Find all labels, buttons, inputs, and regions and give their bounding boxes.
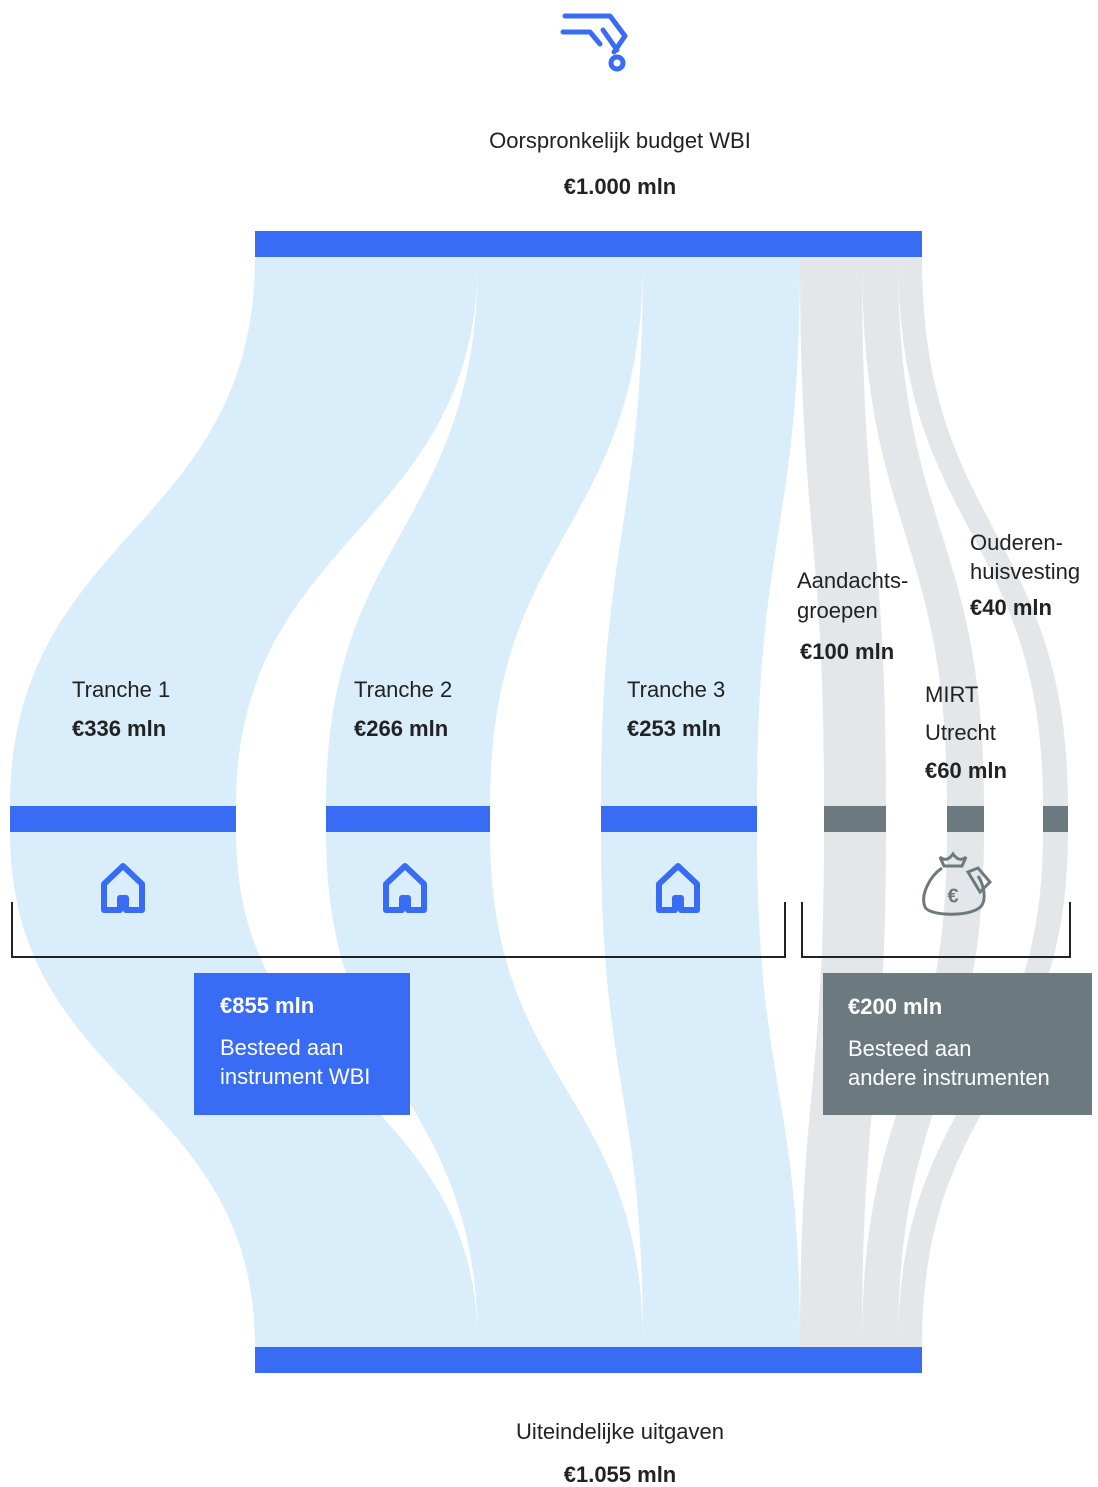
node-bar	[824, 806, 886, 832]
node-bar	[1043, 806, 1068, 832]
footer-amount: €1.055 mln	[564, 1462, 677, 1487]
euro-sign: €	[947, 885, 958, 907]
bracket	[801, 902, 1071, 958]
flow	[601, 257, 800, 806]
node-bar	[601, 806, 757, 832]
node-amount: €253 mln	[627, 716, 721, 741]
box-text: instrument WBI	[220, 1064, 370, 1089]
node-amount: €60 mln	[925, 758, 1007, 783]
box-text: Besteed aan	[848, 1036, 972, 1061]
node-amount: €40 mln	[970, 595, 1052, 620]
house-icons	[101, 863, 700, 913]
flows	[10, 257, 1068, 1347]
node-label: groepen	[797, 598, 878, 623]
flow	[326, 257, 643, 806]
box-text: andere instrumenten	[848, 1065, 1050, 1090]
node-bar	[947, 806, 984, 832]
node-amount: €266 mln	[354, 716, 448, 741]
node-label: Tranche 3	[627, 677, 725, 702]
flow	[601, 832, 800, 1347]
summary-box	[194, 973, 410, 1115]
node-amount: €336 mln	[72, 716, 166, 741]
bottom-bar	[255, 1347, 922, 1373]
node-amount: €100 mln	[800, 639, 894, 664]
node-label: Tranche 2	[354, 677, 452, 702]
node-bar	[326, 806, 490, 832]
header-title: Oorspronkelijk budget WBI	[489, 128, 751, 153]
node-label: Utrecht	[925, 720, 996, 745]
node-label: Tranche 1	[72, 677, 170, 702]
node-bar	[10, 806, 236, 832]
summary-box	[823, 973, 1092, 1115]
flow	[800, 257, 886, 806]
flow	[862, 257, 984, 806]
flow	[326, 832, 643, 1347]
money-icon: €	[922, 851, 993, 916]
flow	[10, 257, 478, 806]
box-text: Besteed aan	[220, 1035, 344, 1060]
bracket	[11, 902, 786, 958]
box-amount: €855 mln	[220, 993, 314, 1018]
node-label: Aandachts-	[797, 568, 908, 593]
top-icon	[560, 13, 628, 72]
node-label: huisvesting	[970, 559, 1080, 584]
node-label: MIRT	[925, 682, 978, 707]
box-amount: €200 mln	[848, 994, 942, 1019]
footer-title: Uiteindelijke uitgaven	[516, 1419, 724, 1444]
header-amount: €1.000 mln	[564, 174, 677, 199]
top-bar	[255, 231, 922, 257]
node-label: Ouderen-	[970, 530, 1063, 555]
flow	[898, 257, 1068, 806]
